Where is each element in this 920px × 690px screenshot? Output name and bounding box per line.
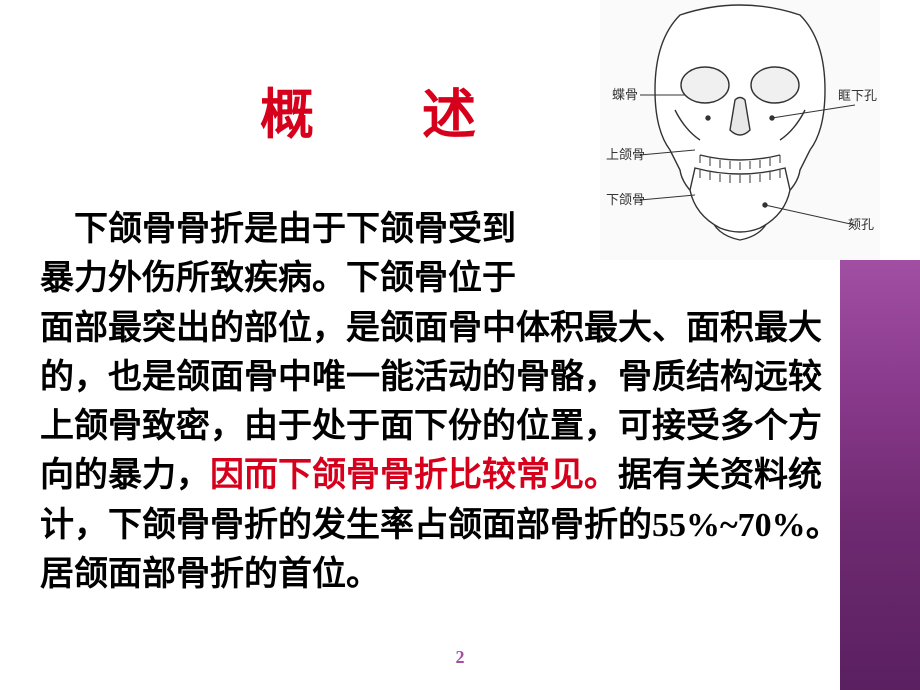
body-segment: 55%~70%	[652, 507, 806, 544]
body-paragraph: 下颌骨骨折是由于下颌骨受到暴力外伤所致疾病。下颌骨位于面部最突出的部位，是颌面骨…	[40, 205, 840, 599]
page-number: 2	[456, 647, 465, 668]
slide-title: 概 述	[260, 70, 503, 149]
decorative-sidebar	[840, 260, 920, 690]
body-segment: 下颌骨骨折是由于下颌骨受到暴力外伤所致疾病。下颌骨位于面部最突出的部位，是颌面骨…	[40, 211, 822, 494]
label-sphenoid: 蝶骨	[612, 87, 638, 102]
label-maxilla: 上颌骨	[606, 147, 645, 162]
body-segment: 因而下颌骨骨折比较常见。	[210, 457, 618, 494]
slide: 概 述	[0, 0, 920, 690]
label-mental: 颏孔	[848, 217, 874, 232]
label-infraorbital: 眶下孔	[838, 88, 877, 103]
